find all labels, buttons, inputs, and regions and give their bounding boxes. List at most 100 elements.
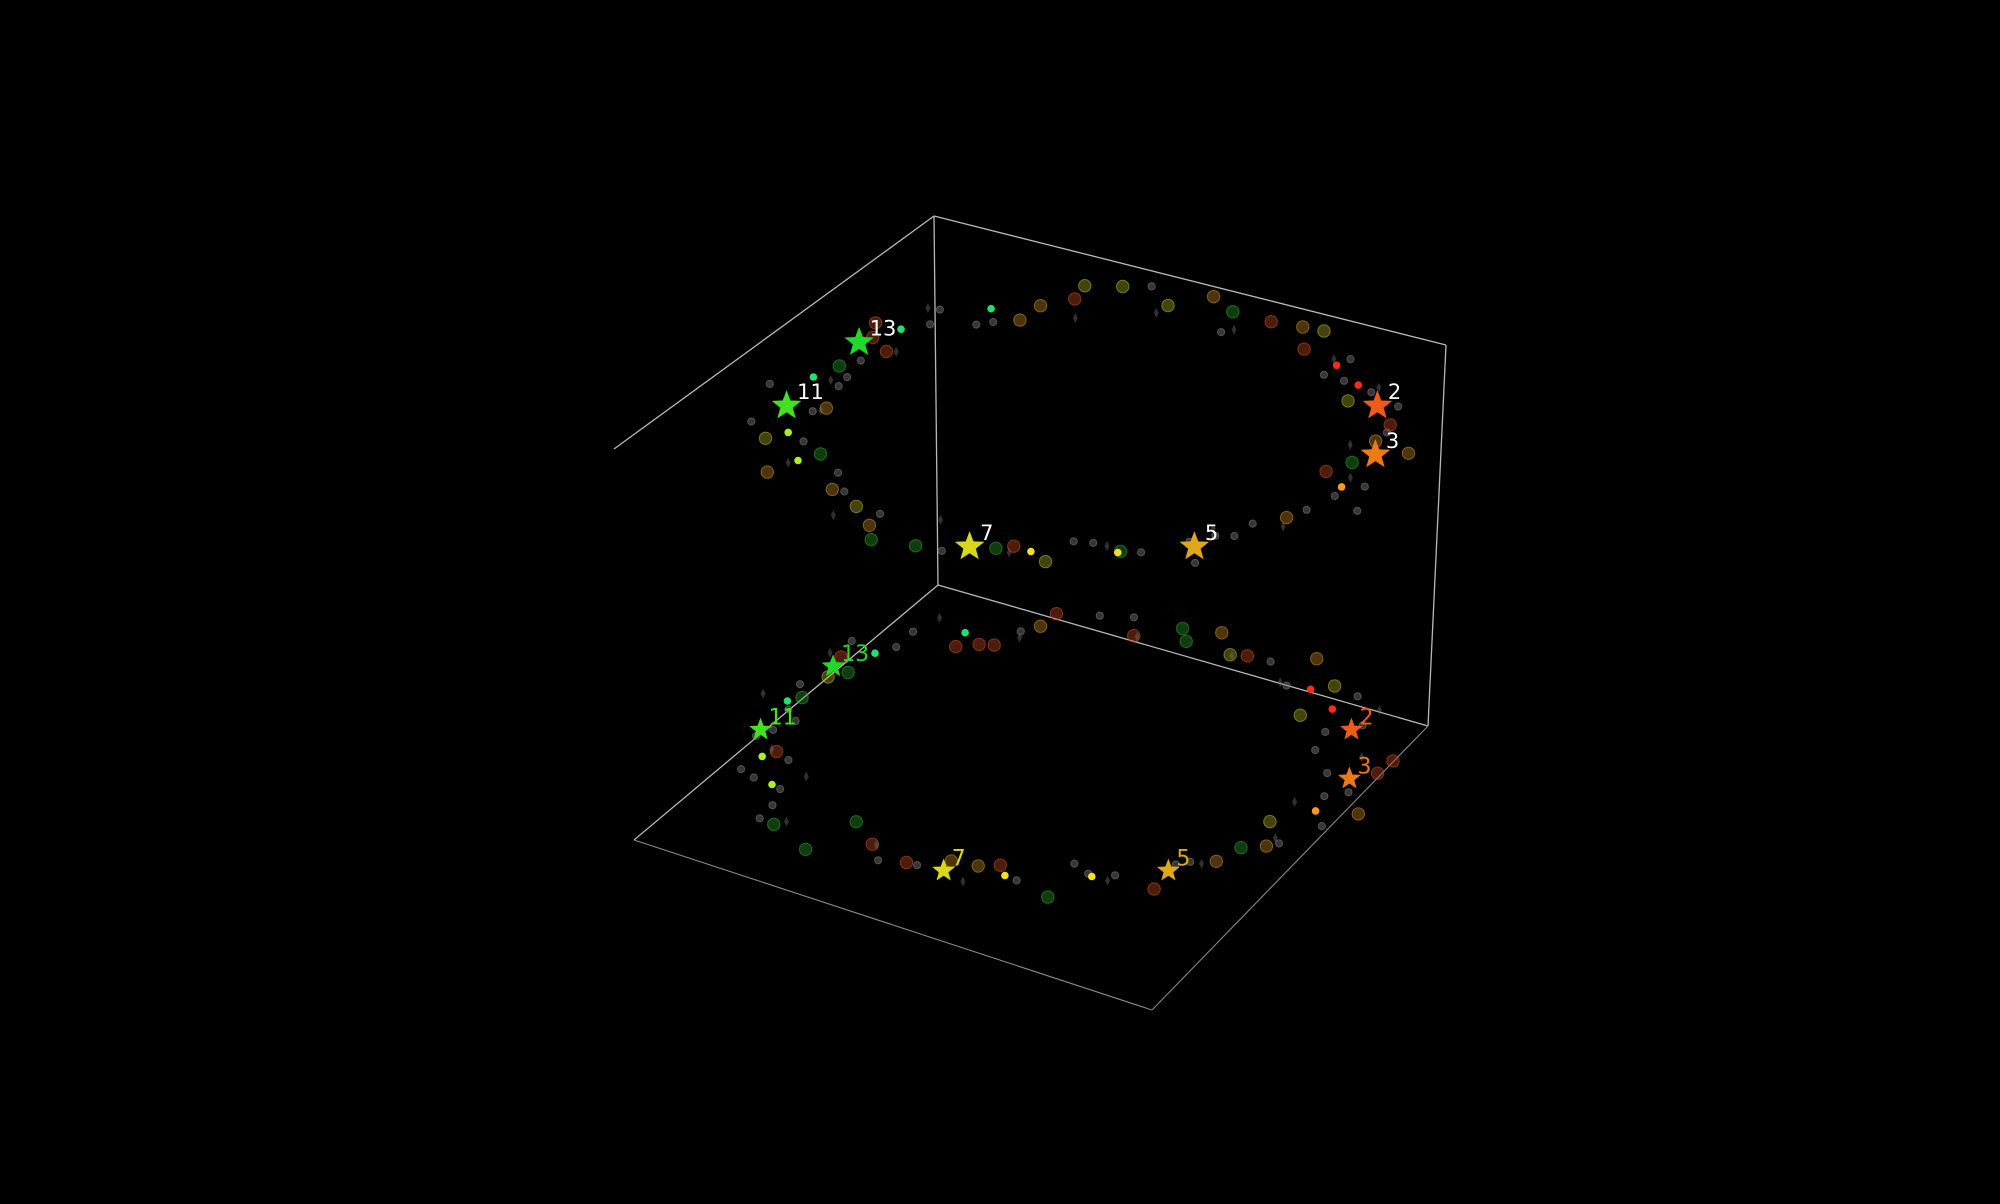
- bright-dot-top-9: [987, 304, 995, 313]
- faint-dot-bottom-27: [798, 842, 813, 856]
- faint-dot-top-71: [1383, 418, 1397, 432]
- faint-dot-top-41: [843, 373, 852, 382]
- diamond-marker-top-7: [830, 510, 836, 521]
- diamond-marker-bottom-15: [1229, 650, 1235, 661]
- faint-dot-bottom-63: [1266, 657, 1275, 666]
- faint-dot-bottom-70: [1321, 727, 1330, 737]
- star-label-bottom-5: 5: [1176, 847, 1190, 872]
- faint-dot-top-46: [868, 316, 883, 330]
- bright-dot-top-3: [1114, 548, 1122, 557]
- bright-dot-top-2: [1337, 483, 1346, 491]
- star-marker-top-5: [1179, 530, 1210, 560]
- diamond-marker-bottom-9: [769, 744, 775, 755]
- diamond-marker-bottom-2: [1272, 832, 1278, 843]
- faint-dot-top-2: [1401, 446, 1416, 460]
- faint-dot-top-17: [1089, 538, 1098, 548]
- bright-dot-top-4: [1027, 547, 1035, 556]
- diamond-marker-top-8: [785, 457, 791, 468]
- faint-dot-bottom-5: [1351, 807, 1366, 821]
- diamond-marker-bottom-11: [827, 647, 833, 658]
- star-label-top-2: 2: [1388, 380, 1401, 404]
- faint-dot-top-40: [834, 382, 843, 391]
- faint-dot-top-47: [926, 320, 935, 329]
- diamond-marker-bottom-8: [803, 771, 809, 782]
- faint-dot-bottom-68: [1293, 708, 1308, 722]
- faint-dot-bottom-7: [1263, 814, 1277, 829]
- faint-dot-bottom-3: [1344, 788, 1353, 797]
- faint-dot-top-3: [1345, 455, 1359, 470]
- faint-dot-bottom-61: [1223, 648, 1237, 662]
- faint-dot-bottom-60: [1215, 626, 1229, 640]
- faint-dot-top-8: [1302, 505, 1311, 514]
- diamond-marker-bottom-0: [1359, 752, 1365, 763]
- bright-dot-top-8: [897, 325, 905, 334]
- faint-dot-top-55: [1116, 279, 1130, 294]
- faint-dot-bottom-32: [776, 785, 785, 794]
- faint-dot-bottom-55: [1095, 611, 1104, 620]
- box-edge-top-back: [933, 215, 1447, 346]
- faint-dot-top-33: [813, 447, 828, 461]
- faint-dot-top-53: [1068, 292, 1082, 306]
- faint-dot-top-21: [989, 541, 1003, 555]
- diamond-marker-top-16: [1331, 354, 1337, 365]
- diamond-marker-bottom-16: [1277, 677, 1283, 688]
- faint-dot-bottom-64: [1310, 652, 1324, 666]
- faint-dot-bottom-19: [1012, 876, 1021, 885]
- faint-dot-bottom-9: [1259, 839, 1274, 853]
- star-label-top-7: 7: [980, 521, 993, 545]
- faint-dot-bottom-71: [1311, 746, 1320, 755]
- faint-dot-bottom-12: [1186, 857, 1195, 866]
- faint-dot-bottom-31: [768, 801, 777, 810]
- faint-dot-top-31: [833, 468, 843, 477]
- box-edge-bottom-front: [633, 839, 1153, 1011]
- faint-dot-bottom-67: [1353, 692, 1362, 701]
- diamond-marker-top-10: [828, 375, 834, 386]
- faint-dot-top-38: [819, 401, 834, 415]
- faint-dot-top-52: [1033, 299, 1048, 313]
- diamond-marker-top-2: [1280, 521, 1286, 532]
- diamond-marker-bottom-6: [873, 839, 879, 850]
- faint-dot-top-34: [799, 437, 808, 446]
- faint-dot-bottom-30: [755, 814, 764, 823]
- diamond-marker-bottom-3: [1199, 858, 1205, 869]
- diamond-marker-top-4: [1104, 540, 1110, 551]
- faint-dot-bottom-42: [795, 680, 805, 689]
- faint-dot-top-67: [1340, 376, 1349, 385]
- faint-dot-top-44: [879, 344, 894, 359]
- faint-dot-bottom-18: [1041, 890, 1055, 904]
- diamond-marker-bottom-12: [937, 612, 943, 623]
- faint-dot-bottom-11: [1209, 854, 1224, 868]
- star-marker-top-7: [954, 530, 985, 560]
- faint-dot-top-39: [765, 379, 774, 388]
- faint-dot-top-28: [849, 499, 863, 514]
- diamond-marker-top-17: [1376, 382, 1382, 393]
- faint-dot-bottom-46: [847, 636, 856, 646]
- faint-dot-top-36: [747, 417, 756, 426]
- faint-dot-top-6: [1330, 491, 1339, 501]
- faint-dot-top-30: [825, 482, 839, 497]
- diamond-marker-bottom-5: [960, 876, 966, 887]
- diamond-marker-bottom-13: [1017, 632, 1023, 643]
- faint-dot-top-4: [1319, 464, 1333, 479]
- faint-dot-bottom-15: [1110, 871, 1120, 880]
- box-edge-bottom-right: [1151, 725, 1429, 1011]
- faint-dot-top-19: [1038, 554, 1053, 569]
- star-marker-top-13: [844, 326, 874, 356]
- bright-dot-bottom-0: [1306, 685, 1315, 694]
- star-label-top-13: 13: [870, 317, 897, 341]
- faint-dot-top-23: [937, 546, 946, 556]
- faint-dot-top-57: [1161, 298, 1175, 313]
- star-marker-top-2: [1362, 390, 1393, 419]
- diamond-marker-top-5: [1006, 547, 1012, 558]
- faint-dot-bottom-4: [1320, 792, 1329, 801]
- faint-dot-bottom-59: [1179, 634, 1193, 648]
- diamond-marker-top-1: [1347, 472, 1353, 483]
- faint-dot-top-37: [808, 407, 817, 416]
- faint-dot-bottom-62: [1240, 649, 1255, 663]
- faint-dot-top-66: [1319, 370, 1329, 379]
- star-marker-top-3: [1360, 438, 1391, 468]
- diamond-marker-bottom-10: [760, 688, 766, 699]
- faint-dot-top-20: [1007, 539, 1021, 553]
